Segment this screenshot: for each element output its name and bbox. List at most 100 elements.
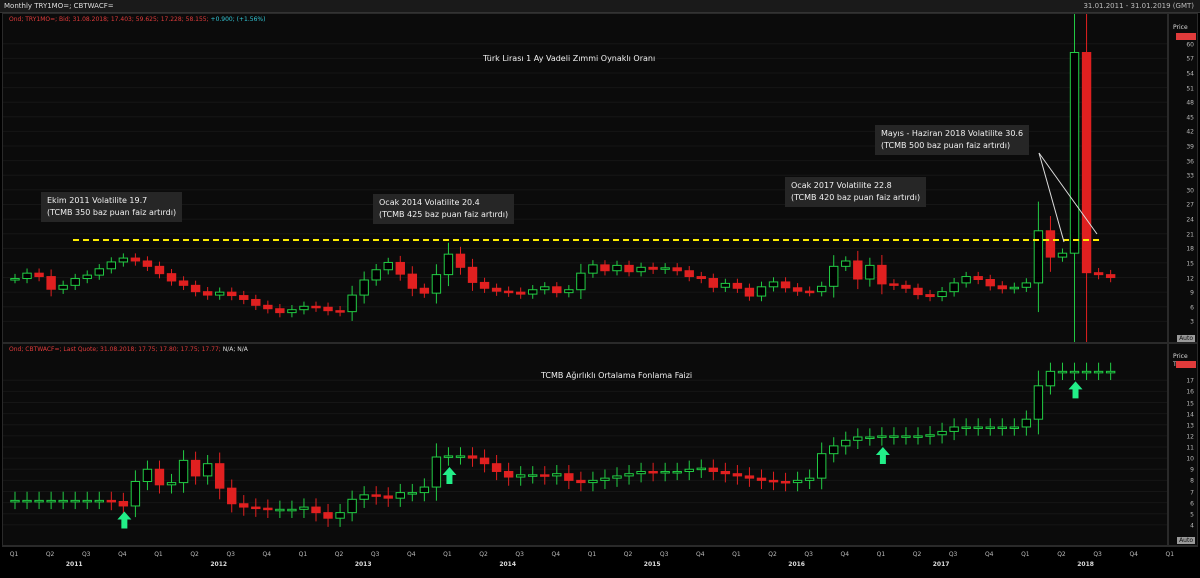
- quarter-label: Q2: [912, 551, 922, 558]
- candle-body: [395, 492, 405, 499]
- candle-body: [877, 435, 887, 438]
- price-tick-label: 9: [1190, 466, 1194, 474]
- candle-body: [684, 468, 694, 472]
- candle-body: [552, 473, 562, 477]
- year-label: 2015: [643, 561, 661, 568]
- candle-body: [853, 436, 863, 441]
- quarter-label: Q4: [118, 551, 127, 558]
- price-tick-label: 24: [1186, 216, 1194, 224]
- candle-body: [576, 272, 586, 291]
- quarter-label: Q4: [695, 551, 705, 558]
- candle-body: [660, 470, 670, 474]
- bottom-series-info: Ond; CBTWACF=; Last Quote; 31.08.2018; 1…: [9, 346, 248, 353]
- funding-rate-candlestick-chart: [3, 362, 1167, 529]
- candle-body: [684, 270, 694, 278]
- candle-body: [768, 479, 779, 483]
- candle-body: [58, 499, 68, 503]
- candle-body: [70, 499, 80, 503]
- year-label: 2017: [932, 561, 950, 568]
- quarter-label: Q3: [370, 551, 380, 558]
- candle-body: [804, 290, 815, 294]
- candle-body: [853, 260, 863, 280]
- candle-body: [118, 257, 129, 263]
- candle-body: [1081, 52, 1092, 274]
- top-auto-scale-button[interactable]: Auto: [1177, 335, 1195, 342]
- candle-body: [768, 281, 779, 288]
- candle-body: [1045, 230, 1056, 258]
- candle-body: [166, 482, 177, 486]
- candle-body: [600, 264, 610, 272]
- bottom-last-price-marker: [1176, 361, 1196, 368]
- candle-body: [178, 280, 189, 286]
- quarter-label: Q4: [551, 551, 561, 558]
- top-chart-title: Türk Lirası 1 Ay Vadeli Zımmi Oynaklı Or…: [483, 54, 656, 63]
- quarter-label: Q2: [334, 551, 344, 558]
- candle-body: [22, 272, 32, 280]
- candle-body: [395, 261, 405, 275]
- candle-body: [744, 287, 755, 297]
- candle-body: [263, 304, 273, 310]
- quarter-label: Q2: [768, 551, 777, 558]
- candle-body: [660, 267, 670, 270]
- candle-body: [1105, 274, 1116, 279]
- top-price-axis[interactable]: Price 3 6 9 12 15 18 21 24 27 30 33 36 39 42 45 48 51 54 5…: [1168, 13, 1198, 343]
- candle-body: [46, 276, 56, 290]
- top-last-price-marker: [1176, 33, 1196, 40]
- candle-body: [780, 480, 791, 484]
- candle-body: [756, 477, 767, 481]
- price-tick-label: 5: [1190, 511, 1194, 519]
- bottom-auto-scale-button[interactable]: Auto: [1177, 537, 1195, 544]
- price-tick-label: 57: [1186, 55, 1194, 63]
- quarter-label: Q1: [587, 551, 597, 558]
- quarter-label: Q1: [876, 551, 886, 558]
- candle-body: [10, 499, 20, 503]
- top-chart-panel[interactable]: Ond; TRY1MO=; Bid; 31.08.2018; 17.403; 5…: [2, 13, 1168, 343]
- price-tick-label: 6: [1190, 304, 1194, 312]
- annotation-pointer: [1038, 152, 1098, 235]
- candle-body: [94, 499, 104, 503]
- quarter-label: Q3: [1093, 551, 1102, 558]
- candle-body: [672, 267, 682, 272]
- price-tick-label: 33: [1186, 172, 1194, 180]
- candle-body: [130, 257, 141, 262]
- candle-body: [407, 492, 418, 495]
- candle-body: [816, 453, 827, 479]
- chart-window-title: Monthly TRY1MO=; CBTWACF=: [4, 2, 114, 10]
- candle-body: [985, 278, 995, 287]
- candle-body: [925, 294, 935, 298]
- candle-body: [118, 501, 129, 507]
- bottom-chart-panel[interactable]: Ond; CBTWACF=; Last Quote; 31.08.2018; 1…: [2, 343, 1168, 546]
- candle-body: [34, 272, 44, 278]
- quarter-label: Q1: [1165, 551, 1175, 558]
- candle-body: [1009, 426, 1020, 429]
- candle-body: [479, 457, 490, 465]
- candle-body: [202, 463, 213, 477]
- annotation-oct-2011-line2: (TCMB 350 baz puan faiz artırdı): [47, 208, 177, 217]
- candle-body: [1105, 370, 1116, 374]
- candle-body: [443, 253, 454, 276]
- candle-body: [865, 436, 875, 439]
- bottom-chart-title: TCMB Ağırlıklı Ortalama Fonlama Faizi: [541, 371, 693, 380]
- price-tick-label: 4: [1190, 522, 1194, 530]
- candle-body: [227, 487, 237, 505]
- candle-body: [1021, 418, 1032, 428]
- candle-body: [1093, 370, 1104, 374]
- quarter-label: Q1: [298, 551, 308, 558]
- quarter-label: Q2: [479, 551, 488, 558]
- candle-body: [190, 284, 201, 293]
- candle-body: [612, 264, 622, 272]
- candle-body: [311, 506, 321, 514]
- price-tick-label: 42: [1186, 128, 1194, 136]
- top-series-info: Ond; TRY1MO=; Bid; 31.08.2018; 17.403; 5…: [9, 16, 265, 23]
- candle-body: [335, 512, 345, 519]
- candle-body: [359, 494, 369, 500]
- candle-body: [82, 274, 92, 280]
- price-tick-label: 15: [1186, 260, 1194, 268]
- candle-body: [636, 470, 646, 475]
- candle-body: [154, 468, 165, 486]
- candle-body: [1081, 370, 1092, 374]
- rate-hike-arrow-icon: [1068, 381, 1083, 399]
- price-tick-label: 18: [1186, 245, 1194, 253]
- price-tick-label: 7: [1190, 489, 1194, 496]
